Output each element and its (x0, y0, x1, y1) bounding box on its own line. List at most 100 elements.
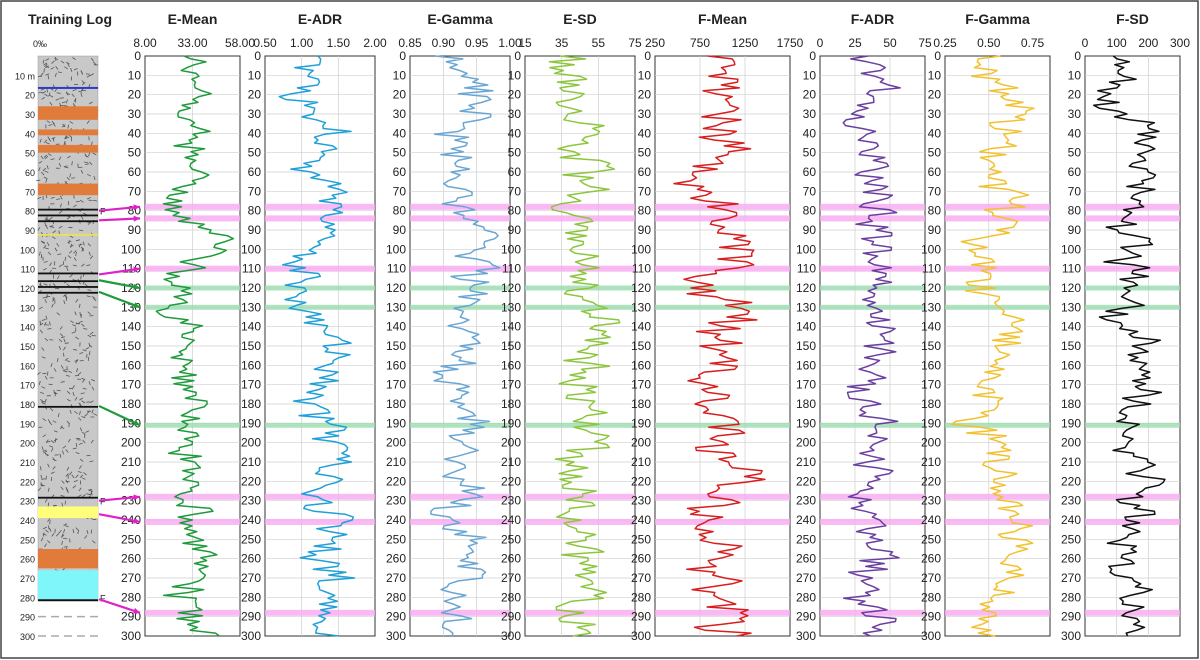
log-texture-stroke (63, 370, 68, 373)
log-texture-stroke (59, 203, 62, 208)
training-log-title: Training Log (28, 11, 112, 27)
log-texture-stroke (67, 124, 70, 129)
log-depth-label: 210 (20, 458, 35, 468)
arrow-head (133, 283, 140, 290)
series-line-f-mean (673, 55, 766, 637)
depth-tick-label: 170 (386, 378, 406, 392)
log-texture-stroke (55, 66, 59, 70)
log-texture-stroke (93, 61, 97, 66)
depth-tick-label: 210 (121, 455, 141, 469)
marker-arrow (98, 598, 141, 614)
log-texture-stroke (61, 480, 65, 484)
pink-band (145, 518, 240, 525)
log-texture-stroke (74, 396, 78, 401)
depth-tick-label: 20 (638, 88, 652, 102)
log-texture-stroke (68, 134, 73, 138)
log-texture-stroke (59, 195, 63, 200)
marker-arrow (98, 494, 141, 502)
depth-tick-label: 100 (921, 242, 941, 256)
log-texture-stroke (78, 320, 83, 323)
log-texture-stroke (88, 101, 93, 105)
depth-tick-label: 120 (241, 281, 261, 295)
depth-tick-label: 160 (631, 358, 651, 372)
log-bed-line (38, 220, 98, 223)
log-texture-stroke (58, 225, 63, 229)
depth-tick-label: 100 (386, 242, 406, 256)
depth-tick-label: 210 (1061, 455, 1081, 469)
log-texture-stroke (37, 487, 42, 491)
log-texture-stroke (78, 402, 82, 407)
depth-tick-label: 170 (921, 378, 941, 392)
log-texture-stroke (75, 442, 78, 447)
pink-band (265, 203, 375, 210)
panel-f-mean: F-Mean 0 10 20 30 40 50 60 70 80 90 100 110 120 130 140… (631, 11, 804, 643)
log-texture-stroke (46, 440, 51, 443)
depth-tick-label: 230 (501, 494, 521, 508)
log-texture-stroke (77, 529, 80, 535)
depth-tick-label: 40 (1068, 126, 1082, 140)
log-texture-stroke (73, 98, 77, 102)
log-texture-stroke (53, 391, 58, 395)
log-layer-orange (38, 129, 98, 136)
log-layer-yellow (38, 506, 98, 519)
depth-tick-label: 250 (921, 532, 941, 546)
x-tick-label: 0.25 (933, 36, 957, 50)
depth-tick-label: 240 (241, 513, 261, 527)
log-texture-stroke (84, 283, 88, 287)
log-texture-stroke (41, 171, 45, 176)
log-texture-stroke (80, 92, 83, 98)
log-bed-line (38, 405, 98, 408)
series-line-f-gamma (951, 55, 1035, 637)
depth-tick-label: 250 (386, 532, 406, 546)
panel-title: E-SD (563, 11, 596, 27)
depth-tick-label: 0 (1074, 49, 1081, 63)
log-texture-stroke (44, 543, 47, 548)
log-texture-stroke (72, 264, 77, 267)
log-texture-stroke (73, 479, 78, 483)
log-texture-stroke (42, 418, 46, 422)
arrow-shaft (98, 404, 141, 427)
log-texture-stroke (49, 216, 53, 220)
log-texture-stroke (50, 196, 55, 199)
depth-tick-label: 250 (121, 532, 141, 546)
log-texture-stroke (75, 322, 80, 325)
log-texture-stroke (49, 407, 54, 412)
log-texture-stroke (81, 400, 86, 404)
log-texture-stroke (47, 419, 51, 424)
depth-tick-label: 140 (386, 320, 406, 334)
depth-tick-label: 260 (631, 552, 651, 566)
log-depth-label: 100 (20, 245, 35, 255)
depth-tick-label: 20 (1068, 88, 1082, 102)
log-texture-stroke (78, 487, 82, 492)
log-texture-stroke (70, 67, 73, 72)
log-texture-stroke (42, 434, 47, 438)
log-texture-stroke (66, 155, 71, 159)
depth-tick-label: 180 (921, 397, 941, 411)
arrow-head (133, 215, 140, 222)
depth-tick-label: 160 (501, 358, 521, 372)
log-texture-stroke (79, 312, 81, 317)
log-texture-stroke (79, 199, 84, 203)
pink-band (265, 609, 375, 616)
depth-tick-label: 20 (508, 88, 522, 102)
pink-band (410, 493, 510, 500)
log-texture-stroke (45, 315, 48, 320)
green-band (655, 304, 790, 310)
log-texture-stroke (90, 439, 94, 444)
log-texture-stroke (77, 372, 82, 376)
log-texture-stroke (58, 264, 63, 268)
log-texture-stroke (69, 471, 73, 476)
depth-tick-label: 170 (796, 378, 816, 392)
log-texture-stroke (49, 262, 52, 267)
depth-tick-label: 30 (928, 107, 942, 121)
depth-tick-label: 100 (796, 242, 816, 256)
log-texture-stroke (83, 472, 87, 476)
panel-f-gamma: F-Gamma 0 10 20 30 40 50 60 70 80 90 100 110 120 130 14… (921, 11, 1051, 643)
log-depth-label: 150 (20, 342, 35, 352)
log-texture-stroke (64, 357, 69, 361)
log-texture-stroke (41, 97, 46, 100)
depth-tick-label: 230 (241, 494, 261, 508)
depth-tick-label: 130 (796, 300, 816, 314)
green-band (945, 304, 1050, 310)
log-texture-stroke (77, 494, 82, 498)
